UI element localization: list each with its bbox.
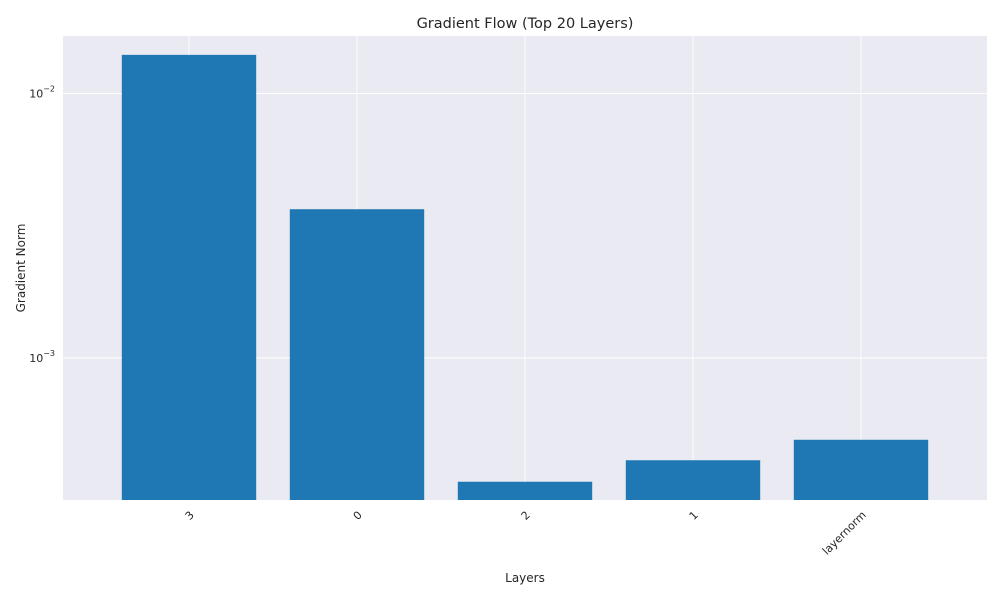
bar-0 — [289, 209, 425, 500]
bars — [121, 54, 929, 500]
bar-2 — [457, 481, 593, 500]
x-tick-label: 2 — [519, 509, 533, 523]
x-tick-label: 0 — [351, 509, 365, 523]
x-axis-label: Layers — [505, 571, 545, 585]
y-tick-label: 10−2 — [29, 84, 55, 100]
bar-layernorm — [793, 439, 929, 500]
x-tick-label: 3 — [183, 509, 197, 523]
bar-1 — [625, 460, 761, 500]
y-axis-label: Gradient Norm — [14, 224, 28, 313]
x-tick-label: 1 — [687, 509, 701, 523]
x-tick-labels: 3 0 2 1 layernorm — [183, 509, 869, 558]
y-tick-labels: 10−3 10−2 — [29, 84, 55, 364]
chart-title: Gradient Flow (Top 20 Layers) — [417, 16, 634, 32]
y-tick-label: 10−3 — [29, 349, 55, 365]
x-tick-label: layernorm — [820, 509, 869, 558]
bar-3 — [121, 54, 257, 500]
